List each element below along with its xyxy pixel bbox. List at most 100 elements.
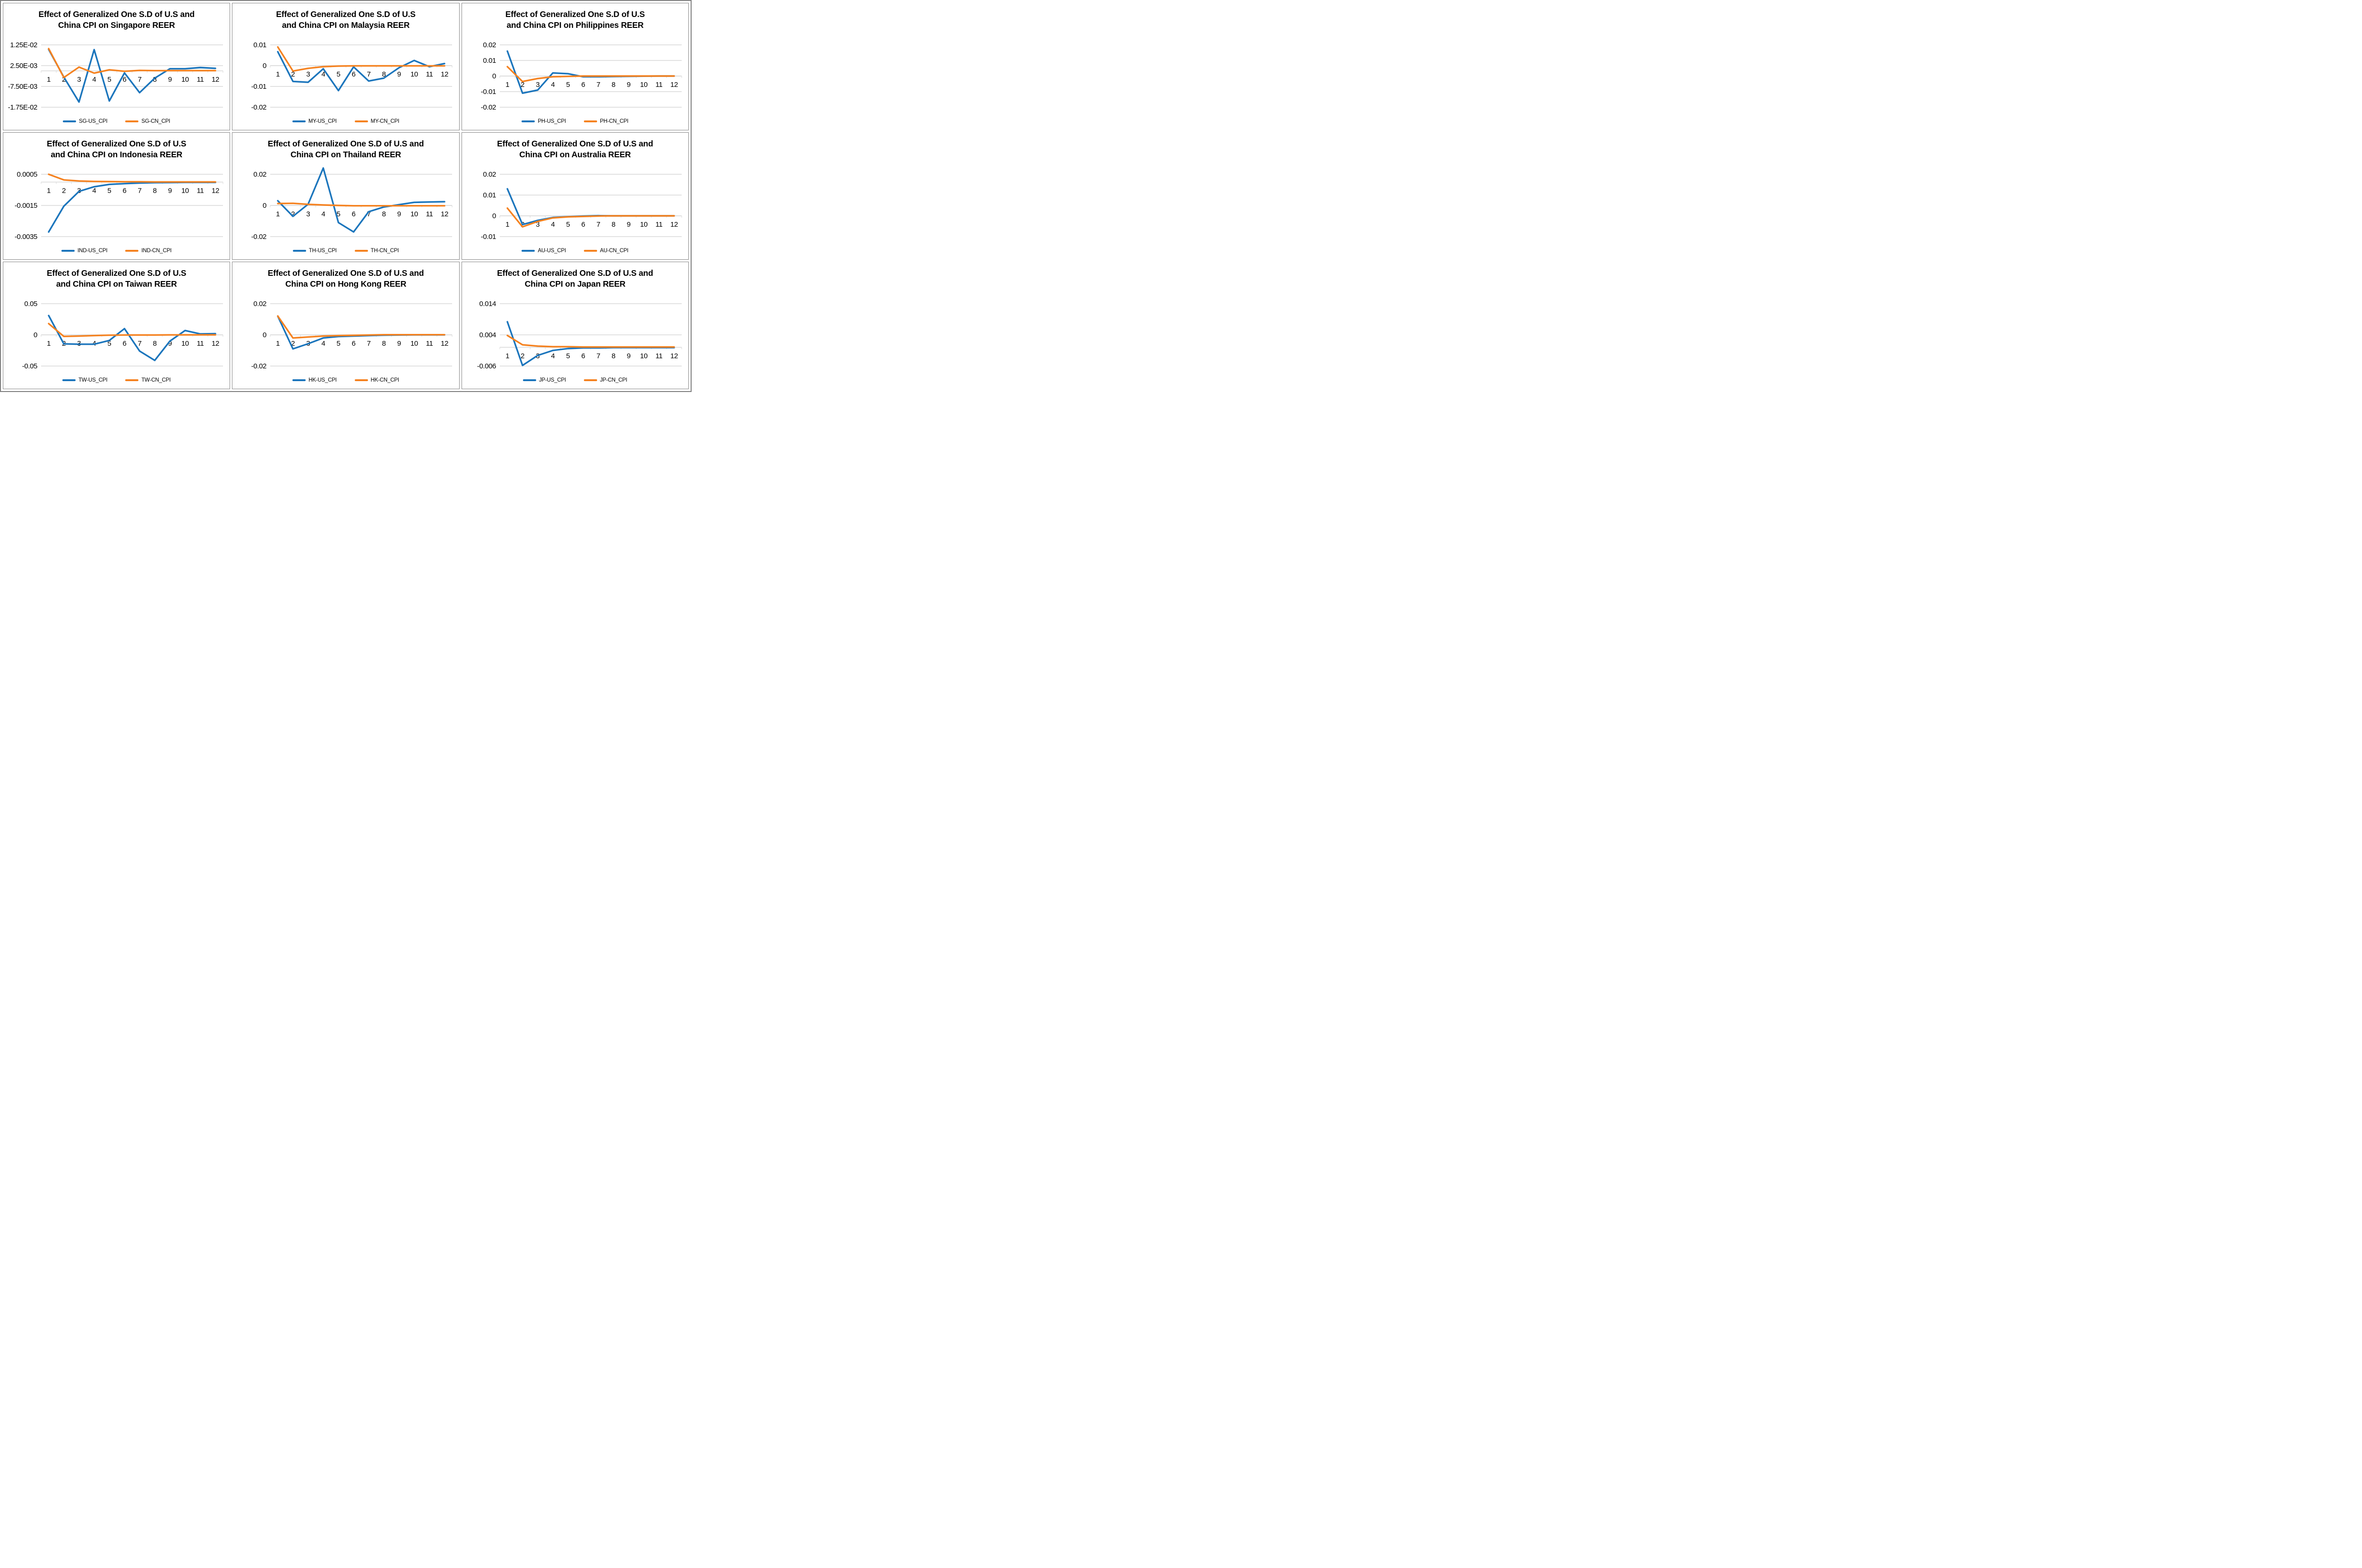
legend-label: HK-US_CPI <box>308 377 337 383</box>
x-tick-label: 1 <box>505 352 509 360</box>
x-tick-label: 1 <box>47 76 51 84</box>
y-tick-label: 0.01 <box>483 57 496 65</box>
legend-item-ph-us_cpi: PH-US_CPI <box>522 119 566 124</box>
chart-title: Effect of Generalized One S.D of U.S and… <box>232 138 459 160</box>
x-tick-label: 2 <box>291 210 295 218</box>
chart-title: Effect of Generalized One S.D of U.S and… <box>462 138 688 160</box>
chart-plot: 0.020-0.021 2 3 4 5 6 7 8 9 10 11 12 <box>251 167 453 241</box>
x-tick-label: 8 <box>382 70 386 78</box>
legend-line-swatch-icon <box>584 249 597 252</box>
legend-label: PH-US_CPI <box>538 119 566 124</box>
chart-legend: TH-US_CPI TH-CN_CPI <box>232 248 459 254</box>
y-tick-label: -0.05 <box>22 362 37 370</box>
y-tick-label: -0.0035 <box>15 233 37 241</box>
y-tick-label: 1.25E-02 <box>10 41 37 49</box>
x-tick-label: 12 <box>441 70 448 78</box>
chart-plot: 1.25E-022.50E-03-7.50E-03-1.75E-021 2 3 4 5 6… <box>8 41 223 111</box>
y-tick-label: 0.01 <box>254 41 267 49</box>
x-tick-label: 4 <box>551 81 555 89</box>
series-line-jp-cn_cpi <box>506 334 675 348</box>
x-tick-label: 3 <box>77 76 81 84</box>
legend-item-th-us_cpi: TH-US_CPI <box>292 248 337 254</box>
x-tick-label: 5 <box>566 81 570 89</box>
x-tick-label: 12 <box>670 221 678 229</box>
x-tick-label: 7 <box>367 210 371 218</box>
legend-line-swatch-icon <box>584 120 597 123</box>
legend-item-my-cn_cpi: MY-CN_CPI <box>354 119 399 124</box>
chart-title-line1: Effect of Generalized One S.D of U.S and <box>267 139 424 148</box>
series-line-hk-cn_cpi <box>277 315 446 339</box>
chart-title-line1: Effect of Generalized One S.D of U.S <box>505 9 645 19</box>
chart-legend: IND-US_CPI IND-CN_CPI <box>3 248 230 254</box>
x-tick-label: 7 <box>138 340 142 348</box>
x-tick-label: 12 <box>441 340 448 348</box>
x-tick-label: 7 <box>596 81 600 89</box>
y-tick-label: -0.02 <box>251 103 266 111</box>
x-tick-label: 6 <box>581 221 585 229</box>
legend-line-swatch-icon <box>292 120 306 123</box>
x-tick-label: 3 <box>307 70 310 78</box>
x-tick-label: 2 <box>521 352 524 360</box>
legend-line-swatch-icon <box>522 249 535 252</box>
x-tick-label: 10 <box>640 352 648 360</box>
series-line-my-us_cpi <box>277 51 446 92</box>
chart-plot: 0.020.010-0.011 2 3 4 5 6 7 8 9 10 11 12 <box>480 170 682 241</box>
chart-title: Effect of Generalized One S.D of U.S and … <box>3 138 230 160</box>
series-line-au-us_cpi <box>506 188 675 226</box>
x-tick-label: 2 <box>291 70 295 78</box>
legend-line-swatch-icon <box>61 249 75 252</box>
x-tick-label: 4 <box>322 340 325 348</box>
y-tick-label: -0.02 <box>480 103 496 111</box>
chart-panel-taiwan: Effect of Generalized One S.D of U.S and … <box>3 262 231 389</box>
x-tick-label: 8 <box>153 187 157 195</box>
chart-title-line1: Effect of Generalized One S.D of U.S and <box>38 9 195 19</box>
legend-label: HK-CN_CPI <box>370 377 399 383</box>
chart-panel-indonesia: Effect of Generalized One S.D of U.S and … <box>3 132 231 260</box>
x-tick-label: 4 <box>322 210 325 218</box>
y-tick-label: 0.02 <box>254 300 267 308</box>
legend-line-swatch-icon <box>292 379 306 382</box>
y-tick-label: 0.01 <box>483 191 496 199</box>
legend-item-sg-us_cpi: SG-US_CPI <box>63 119 108 124</box>
x-tick-label: 2 <box>521 81 524 89</box>
chart-title-line2: China CPI on Thailand REER <box>291 150 401 159</box>
x-tick-label: 8 <box>153 340 157 348</box>
legend-item-ind-us_cpi: IND-US_CPI <box>61 248 108 254</box>
x-tick-label: 7 <box>596 221 600 229</box>
chart-title-line2: and China CPI on Indonesia REER <box>51 150 183 159</box>
legend-line-swatch-icon <box>292 249 306 252</box>
x-tick-label: 10 <box>640 221 648 229</box>
legend-label: PH-CN_CPI <box>600 119 629 124</box>
x-tick-label: 3 <box>536 221 539 229</box>
x-tick-label: 1 <box>47 340 51 348</box>
x-tick-label: 10 <box>181 340 189 348</box>
x-tick-label: 6 <box>122 187 126 195</box>
legend-item-hk-us_cpi: HK-US_CPI <box>292 377 337 383</box>
chart-title: Effect of Generalized One S.D of U.S and… <box>232 268 459 290</box>
chart-title-line2: and China CPI on Taiwan REER <box>56 279 177 289</box>
legend-item-sg-cn_cpi: SG-CN_CPI <box>125 119 170 124</box>
x-tick-label: 2 <box>291 340 295 348</box>
x-tick-label: 1 <box>276 210 280 218</box>
x-tick-label: 4 <box>551 221 555 229</box>
legend-item-tw-cn_cpi: TW-CN_CPI <box>125 377 171 383</box>
x-tick-label: 2 <box>62 187 66 195</box>
x-tick-label: 11 <box>655 81 662 89</box>
chart-legend: AU-US_CPI AU-CN_CPI <box>462 248 688 254</box>
x-tick-label: 7 <box>138 187 142 195</box>
x-tick-label: 4 <box>322 70 325 78</box>
series-line-jp-us_cpi <box>506 321 675 366</box>
x-tick-label: 10 <box>411 70 418 78</box>
chart-title-line1: Effect of Generalized One S.D of U.S and <box>267 268 424 278</box>
series-line-my-cn_cpi <box>277 46 446 72</box>
chart-panel-malaysia: Effect of Generalized One S.D of U.S and … <box>232 3 460 130</box>
y-tick-label: 0 <box>492 72 496 80</box>
chart-legend: PH-US_CPI PH-CN_CPI <box>462 119 688 124</box>
series-line-ind-us_cpi <box>48 181 216 233</box>
x-tick-label: 7 <box>138 76 142 84</box>
y-tick-label: 2.50E-03 <box>10 62 37 70</box>
y-tick-label: 0 <box>492 212 496 220</box>
series-line-hk-us_cpi <box>277 315 446 350</box>
chart-title-line1: Effect of Generalized One S.D of U.S and <box>497 139 653 148</box>
